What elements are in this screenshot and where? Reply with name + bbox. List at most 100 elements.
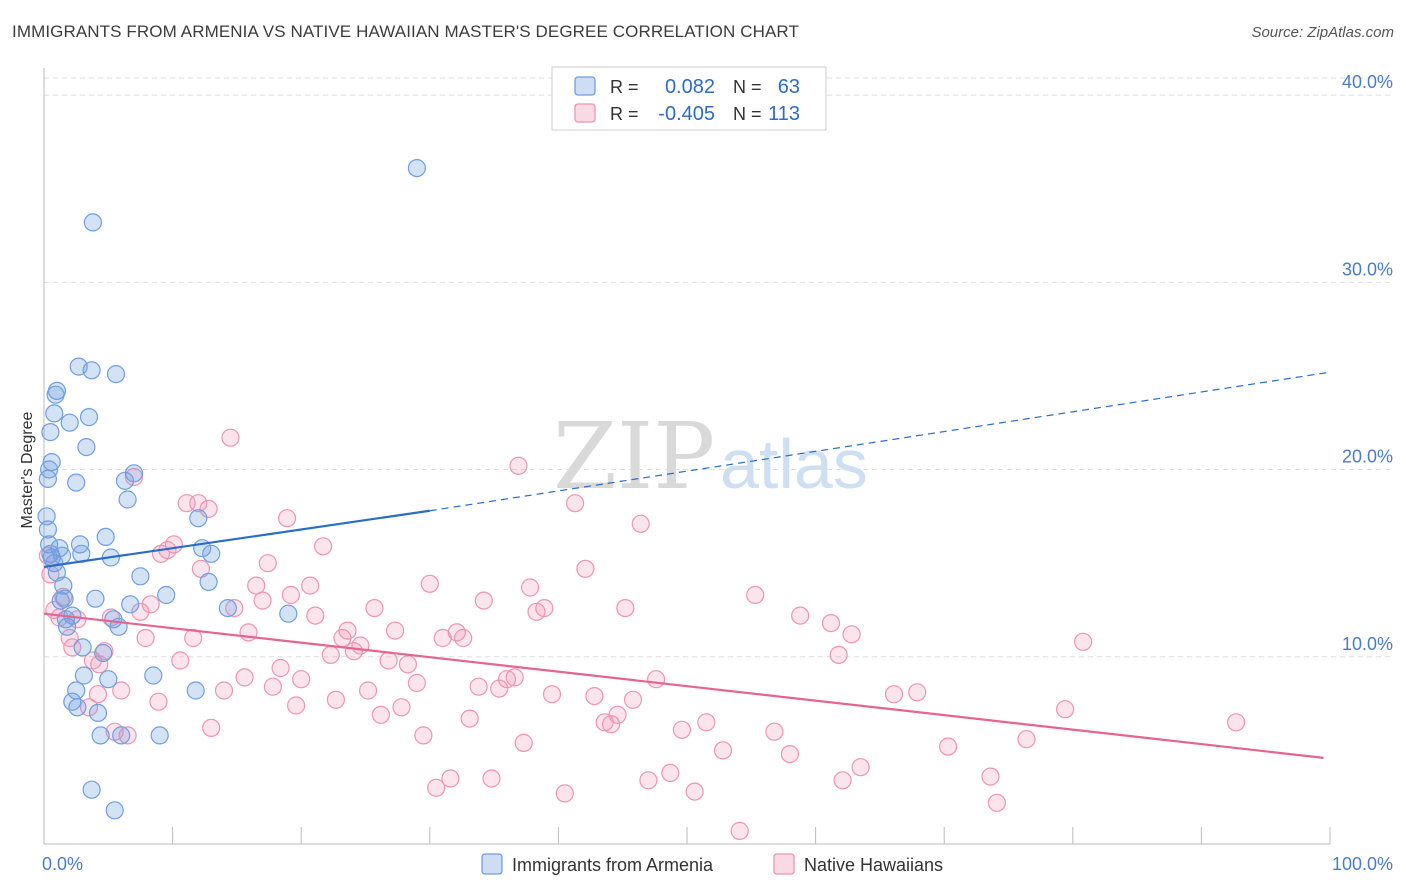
hawaiian-point-86 bbox=[608, 705, 627, 724]
hawaiian-point-50 bbox=[338, 621, 357, 640]
series-legend-label-blue: Immigrants from Armenia bbox=[512, 855, 714, 875]
hawaiian-point-96 bbox=[713, 741, 733, 760]
hawaiian-point-14 bbox=[112, 681, 131, 700]
armenia-point-41 bbox=[106, 365, 126, 384]
hawaiian-point-113 bbox=[1055, 700, 1075, 719]
hawaiian-point-31 bbox=[221, 428, 240, 447]
armenia-point-28 bbox=[74, 666, 94, 685]
hawaiian-point-98 bbox=[746, 585, 765, 605]
hawaiian-point-65 bbox=[441, 769, 460, 788]
hawaiian-point-91 bbox=[646, 670, 666, 689]
y-tick-labels: 10.0% 20.0% 30.0% 40.0% bbox=[1342, 72, 1393, 654]
stats-n-label-pink: N = bbox=[733, 104, 762, 124]
hawaiian-point-114 bbox=[1073, 632, 1093, 651]
hawaiian-point-67 bbox=[454, 628, 473, 648]
armenia-point-32 bbox=[83, 213, 103, 232]
hawaiian-point-116 bbox=[509, 456, 528, 475]
armenia-point-33 bbox=[86, 589, 105, 608]
armenia-point-27 bbox=[73, 638, 92, 657]
hawaiian-point-88 bbox=[623, 690, 643, 709]
stats-legend-swatch-blue bbox=[574, 76, 596, 96]
armenia-point-20 bbox=[57, 617, 77, 636]
armenia-point-0 bbox=[37, 507, 56, 526]
armenia-point-34 bbox=[88, 703, 108, 723]
hawaiian-point-74 bbox=[505, 668, 524, 687]
data-points bbox=[37, 159, 1246, 841]
armenia-point-47 bbox=[105, 801, 124, 820]
armenia-point-54 bbox=[150, 726, 169, 745]
hawaiian-point-93 bbox=[672, 720, 692, 739]
stats-r-label-blue: R = bbox=[610, 77, 639, 97]
axes bbox=[43, 68, 1331, 845]
series-legend-swatch-pink bbox=[773, 853, 795, 875]
armenia-point-63 bbox=[407, 159, 426, 178]
stats-n-value-pink: 113 bbox=[768, 103, 800, 125]
hawaiian-point-75 bbox=[514, 733, 533, 753]
y-tick-label-1: 20.0% bbox=[1342, 447, 1393, 467]
hawaiian-point-115 bbox=[1226, 713, 1246, 732]
hawaiian-point-55 bbox=[371, 705, 390, 724]
hawaiian-point-90 bbox=[639, 771, 658, 790]
trend-lines bbox=[43, 371, 1331, 759]
armenia-point-10 bbox=[41, 423, 60, 442]
chart-title: IMMIGRANTS FROM ARMENIA VS NATIVE HAWAII… bbox=[12, 22, 799, 41]
hawaiian-point-45 bbox=[306, 606, 325, 625]
hawaiian-point-48 bbox=[326, 690, 345, 709]
hawaiian-point-104 bbox=[833, 771, 852, 790]
hawaiian-point-10 bbox=[88, 685, 108, 704]
hawaiian-point-41 bbox=[281, 585, 300, 605]
armenia-point-29 bbox=[77, 438, 96, 457]
hawaiian-point-29 bbox=[202, 718, 221, 738]
x-tick-labels: 0.0% 100.0% bbox=[42, 854, 1393, 874]
armenia-point-11 bbox=[45, 404, 64, 423]
stats-r-label-pink: R = bbox=[610, 104, 639, 124]
series-legend-swatch-blue bbox=[481, 853, 503, 875]
grid bbox=[44, 77, 1394, 658]
hawaiian-point-69 bbox=[469, 677, 488, 696]
hawaiian-point-32 bbox=[225, 598, 244, 618]
stats-n-label-blue: N = bbox=[733, 77, 762, 97]
hawaiian-point-111 bbox=[987, 793, 1007, 812]
hawaiian-point-109 bbox=[938, 737, 958, 756]
hawaiian-point-106 bbox=[851, 758, 870, 777]
hawaiian-point-68 bbox=[460, 709, 479, 728]
armenia-point-56 bbox=[186, 681, 205, 700]
hawaiian-point-71 bbox=[482, 769, 501, 788]
armenia-trend-line bbox=[43, 509, 430, 568]
hawaiian-point-52 bbox=[351, 636, 370, 655]
armenia-point-31 bbox=[82, 361, 101, 380]
hawaiian-point-58 bbox=[392, 698, 411, 717]
armenia-point-21 bbox=[60, 413, 79, 432]
hawaiian-point-100 bbox=[780, 744, 800, 764]
y-tick-label-3: 40.0% bbox=[1342, 72, 1393, 92]
hawaiian-point-73 bbox=[497, 670, 517, 689]
x-tick-label-right: 100.0% bbox=[1332, 854, 1393, 874]
hawaiian-point-78 bbox=[535, 598, 554, 618]
armenia-point-50 bbox=[68, 698, 87, 717]
stats-n-value-blue: 63 bbox=[778, 76, 800, 98]
y-tick-label-2: 30.0% bbox=[1342, 259, 1393, 279]
hawaiian-point-108 bbox=[908, 683, 927, 702]
hawaiian-point-15 bbox=[118, 726, 137, 745]
hawaiian-point-61 bbox=[414, 726, 433, 745]
hawaiian-point-33 bbox=[235, 668, 254, 687]
hawaiian-point-110 bbox=[981, 767, 1000, 786]
x-tick-label-left: 0.0% bbox=[42, 854, 83, 874]
armenia-point-25 bbox=[70, 535, 90, 554]
armenia-point-52 bbox=[131, 567, 150, 586]
armenia-point-55 bbox=[157, 585, 176, 605]
hawaiian-point-102 bbox=[821, 613, 841, 633]
hawaiian-point-38 bbox=[263, 677, 282, 696]
armenia-point-8 bbox=[39, 460, 59, 479]
hawaiian-point-99 bbox=[765, 722, 784, 741]
hawaiian-point-54 bbox=[365, 598, 384, 618]
armenia-point-64 bbox=[82, 780, 101, 799]
hawaiian-point-23 bbox=[164, 535, 183, 554]
armenia-point-16 bbox=[54, 576, 73, 595]
armenia-point-61 bbox=[218, 598, 237, 618]
armenia-point-59 bbox=[199, 572, 218, 592]
hawaiian-point-40 bbox=[278, 509, 297, 528]
hawaiian-point-94 bbox=[685, 782, 704, 801]
hawaiian-point-37 bbox=[258, 554, 277, 573]
hawaiian-point-47 bbox=[321, 645, 340, 665]
